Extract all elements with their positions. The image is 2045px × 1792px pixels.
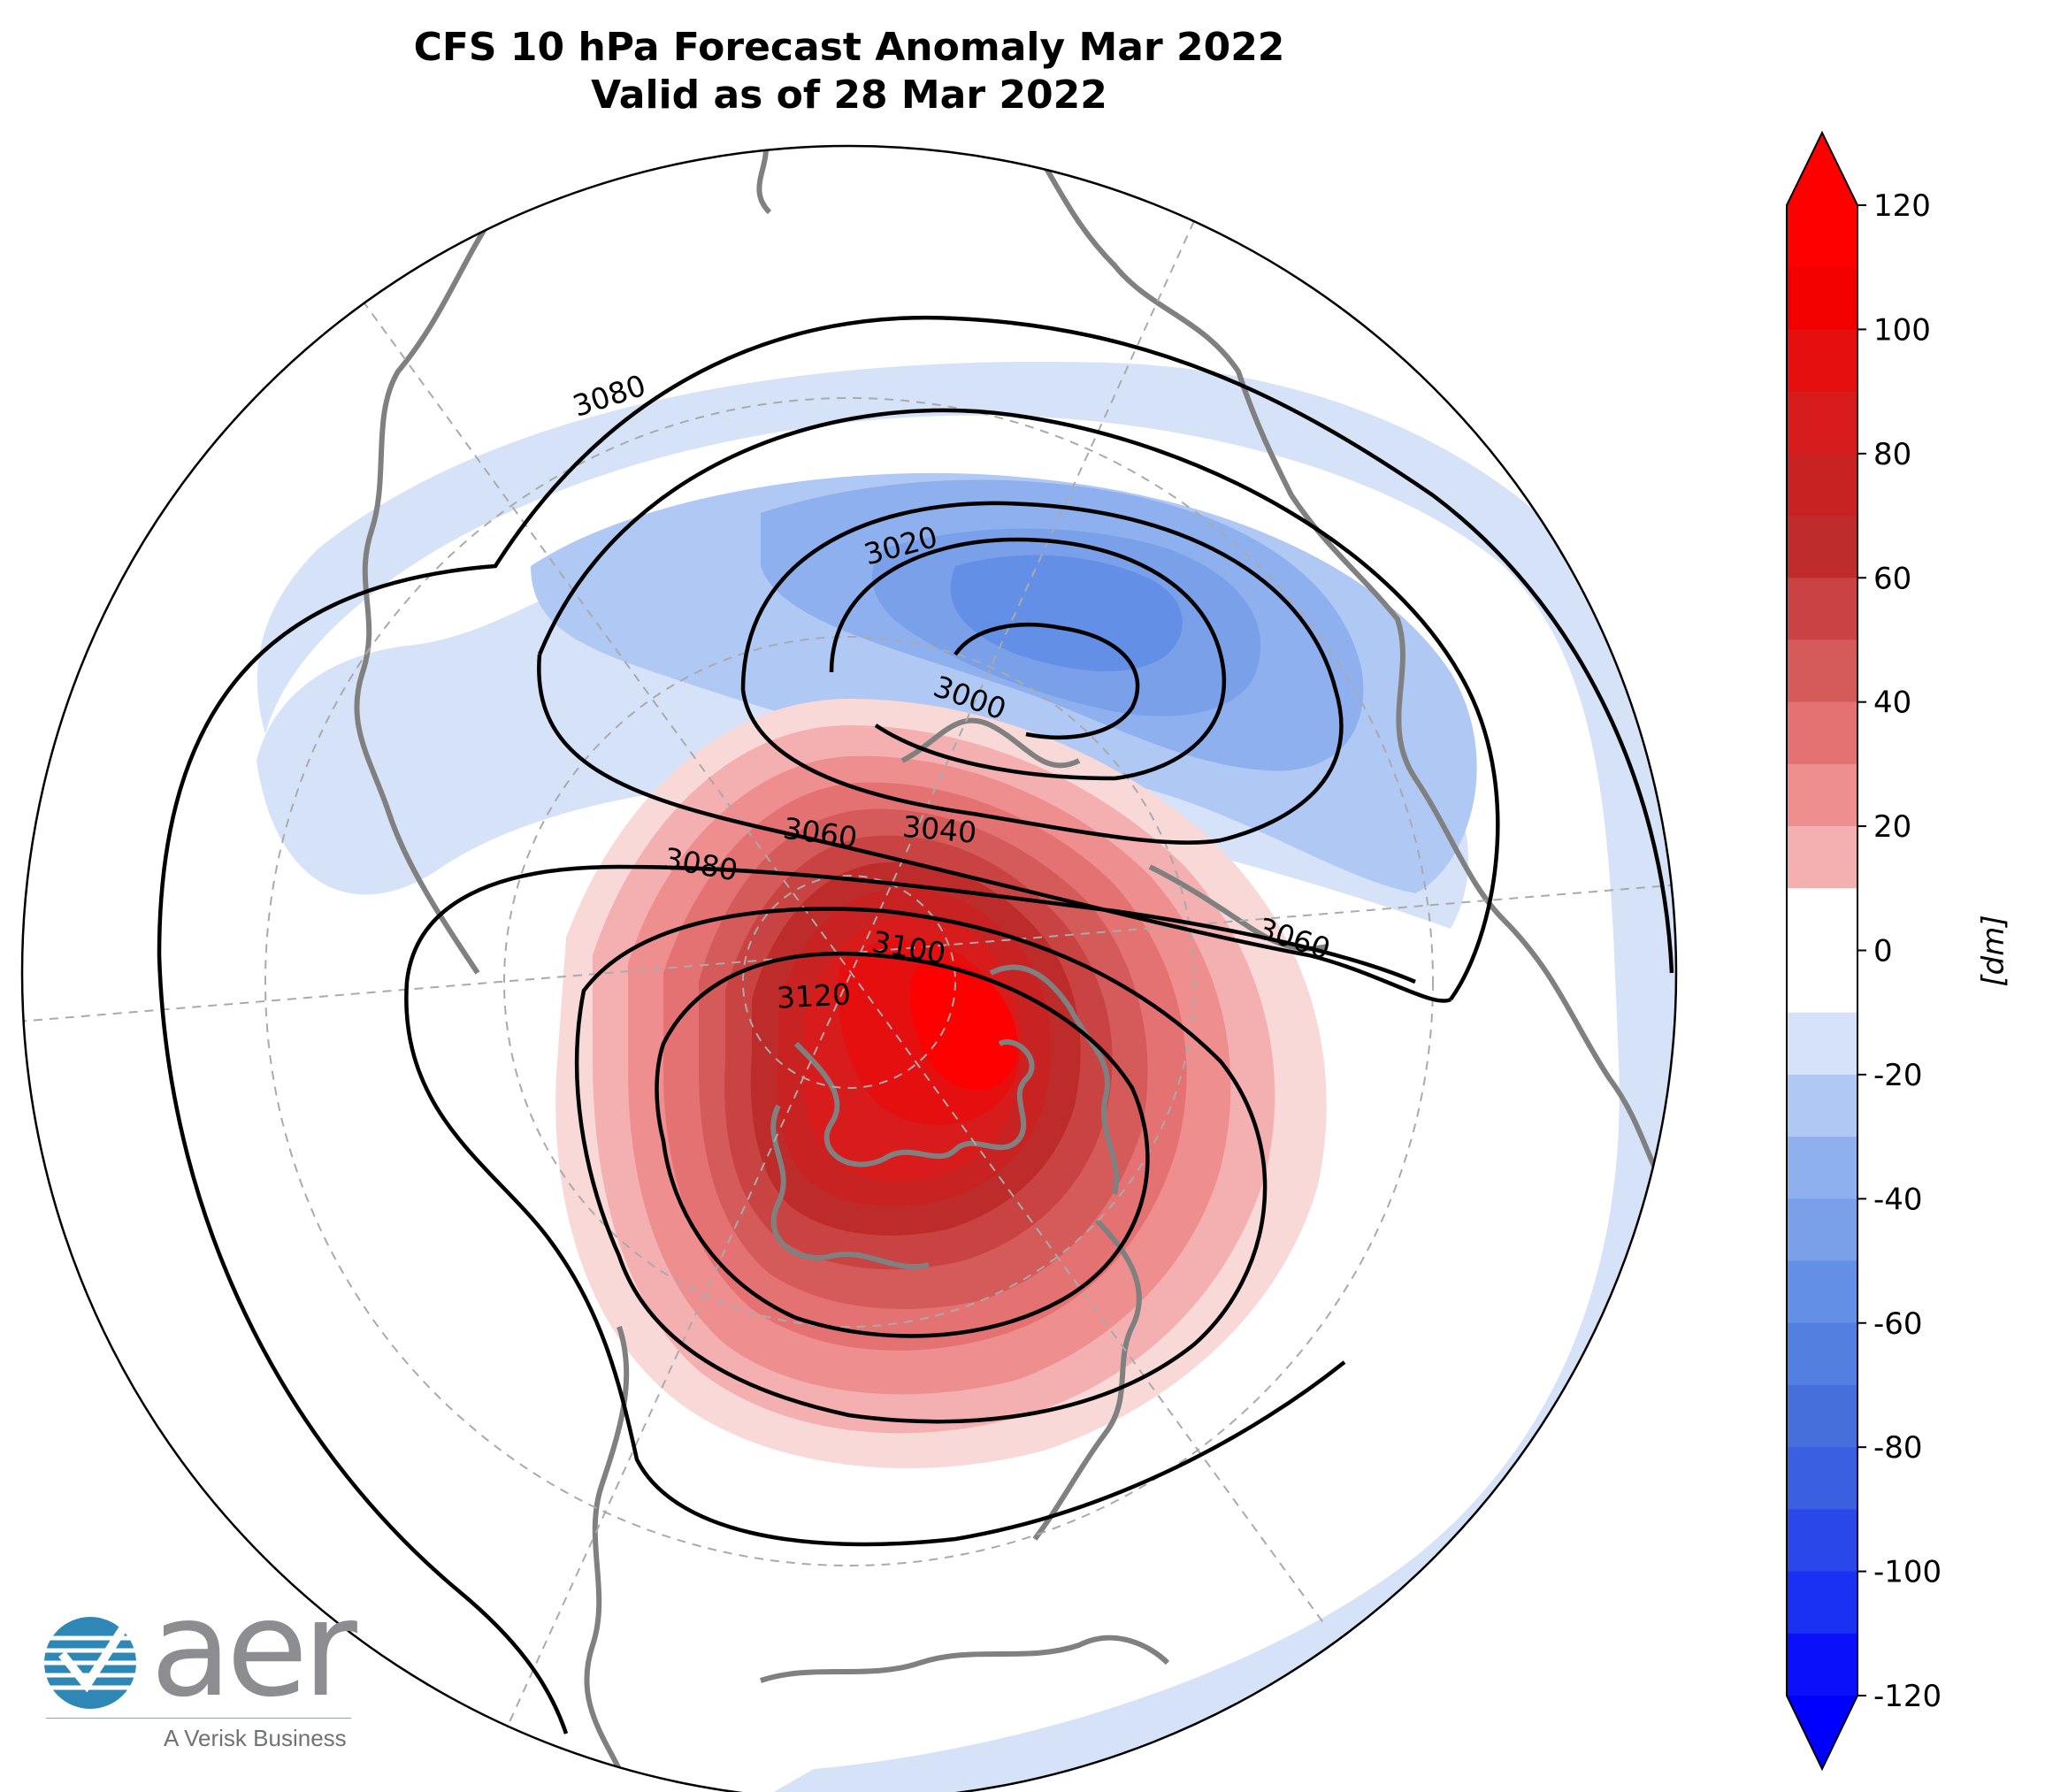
logo-wordmark: aer (150, 1573, 357, 1727)
colorbar-segment (1787, 1633, 1857, 1696)
colorbar-ticks: 120 100 80 60 40 20 0 -20 -40 -60 -80 -100 -120 (1857, 188, 1942, 1714)
colorbar-segment (1787, 1509, 1857, 1573)
map-disc: 3080 3020 3000 3060 3040 3080 3100 3120 … (22, 146, 1676, 1792)
colorbar-segment (1787, 1571, 1857, 1635)
colorbar-segment (1787, 763, 1857, 827)
logo-tagline: A Verisk Business (164, 1725, 347, 1751)
chart-title-line1: CFS 10 hPa Forecast Anomaly Mar 2022 (413, 25, 1285, 70)
colorbar-tick-label: -100 (1873, 1555, 1942, 1590)
colorbar-segment (1787, 267, 1857, 330)
colorbar-segments (1787, 205, 1857, 1696)
colorbar-tick-label: 120 (1873, 188, 1931, 224)
colorbar-tick-label: 100 (1873, 312, 1931, 348)
aer-logo-mark (44, 1617, 137, 1709)
colorbar-tick-label: -60 (1873, 1306, 1923, 1342)
colorbar-tick-label: 0 (1873, 934, 1893, 969)
colorbar-tick-label: -40 (1873, 1182, 1923, 1217)
map-boundary (21, 145, 1677, 1792)
colorbar-segment (1787, 1198, 1857, 1262)
colorbar-segment (1787, 701, 1857, 765)
colorbar-segment (1787, 1074, 1857, 1137)
colorbar-tick-label: 20 (1873, 809, 1911, 845)
colorbar-tick-label: 40 (1873, 685, 1911, 721)
polar-map: 3080 3020 3000 3060 3040 3080 3100 3120 … (21, 145, 1677, 1792)
colorbar-tick-label: 60 (1873, 561, 1911, 596)
colorbar-outline (1786, 130, 1858, 1772)
colorbar-segment (1787, 1447, 1857, 1510)
colorbar-segment (1787, 205, 1857, 268)
colorbar-segment (1787, 826, 1857, 889)
colorbar-tick-label: -20 (1873, 1058, 1923, 1093)
contour-label: 3120 (776, 976, 852, 1015)
colorbar-segment (1787, 1137, 1857, 1199)
colorbar-segment (1787, 1260, 1857, 1324)
colorbar-tick-label: -80 (1873, 1430, 1923, 1466)
height-contours (157, 315, 1674, 1735)
colorbar-max-arrow (1787, 133, 1857, 205)
contour-label: 3040 (901, 809, 978, 850)
colorbar-segment (1787, 329, 1857, 393)
colorbar-segment (1787, 888, 1857, 1014)
colorbar-segment (1787, 391, 1857, 455)
colorbar-segment (1787, 1012, 1857, 1076)
colorbar-segment (1787, 1322, 1857, 1386)
colorbar-segment (1787, 1384, 1857, 1448)
colorbar-segment (1787, 639, 1857, 703)
colorbar-segment (1787, 453, 1857, 517)
colorbar-segment (1787, 516, 1857, 578)
logo-divider (46, 1718, 351, 1719)
colorbar-units-label: [dm] (1976, 915, 2011, 986)
colorbar-segment (1787, 578, 1857, 640)
chart-title-line2: Valid as of 28 Mar 2022 (591, 73, 1107, 118)
colorbar-tick-label: -120 (1873, 1679, 1942, 1714)
colorbar-tick-label: 80 (1873, 437, 1911, 472)
colorbar-min-arrow (1787, 1696, 1857, 1769)
